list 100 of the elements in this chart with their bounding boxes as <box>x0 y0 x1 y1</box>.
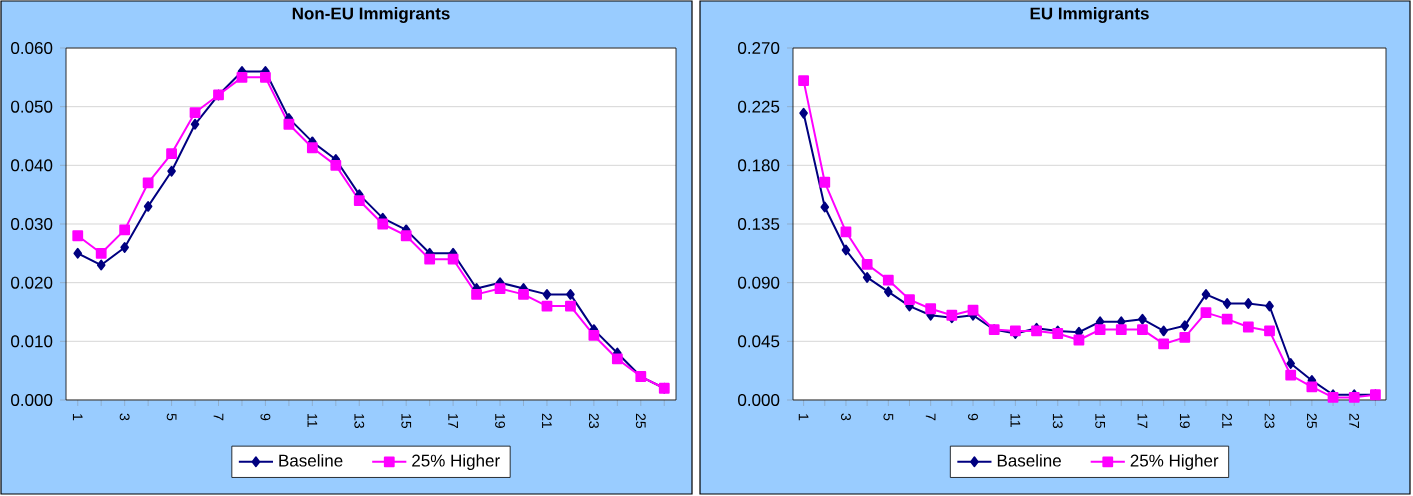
point <box>925 303 937 315</box>
point <box>236 71 248 83</box>
y-tick-label: 0.020 <box>11 276 53 289</box>
point <box>862 272 872 283</box>
x-tick-label: 23 <box>1264 413 1275 428</box>
point <box>1159 325 1168 337</box>
point <box>424 253 436 265</box>
x-tick-label: 3 <box>119 413 130 421</box>
point <box>565 300 576 312</box>
point <box>541 300 553 312</box>
point <box>1137 324 1148 335</box>
x-tick-label: 7 <box>925 413 936 421</box>
point <box>120 242 129 253</box>
legend-label: Baseline <box>997 454 1061 467</box>
x-tick-label: 21 <box>542 413 552 428</box>
point <box>283 118 295 130</box>
point <box>1115 324 1127 335</box>
point <box>1242 321 1254 333</box>
x-tick-label: 11 <box>307 414 318 427</box>
y-tick-label: 0.050 <box>11 100 53 113</box>
point <box>119 224 131 236</box>
point <box>142 177 154 189</box>
point <box>820 201 830 213</box>
point <box>518 288 529 300</box>
point <box>330 159 342 171</box>
y-tick-label: 0.090 <box>738 276 780 289</box>
y-tick-label: 0.000 <box>11 393 53 406</box>
x-tick-label: 13 <box>354 414 365 428</box>
x-tick-label: 13 <box>1052 414 1063 428</box>
point <box>1244 298 1253 309</box>
point <box>377 218 389 230</box>
y-tick-label: 0.045 <box>738 335 780 348</box>
point <box>306 142 318 154</box>
x-tick-label: 7 <box>213 413 224 421</box>
x-tick-label: 23 <box>588 413 599 428</box>
point <box>1094 324 1106 335</box>
point <box>400 230 412 242</box>
point <box>72 230 84 242</box>
point <box>353 195 365 206</box>
y-tick-label: 0.135 <box>738 217 780 230</box>
x-tick-label: 5 <box>166 413 177 421</box>
point <box>904 294 915 306</box>
x-tick-label: 17 <box>1137 414 1148 428</box>
point <box>260 71 271 83</box>
point <box>1265 300 1274 312</box>
point <box>1179 332 1191 343</box>
x-tick-label: 27 <box>1349 413 1360 428</box>
point <box>189 107 201 118</box>
legend-label: 25% Higher <box>412 454 500 470</box>
chart-title: Non-EU Immigrants <box>292 7 450 23</box>
y-tick-label: 0.030 <box>11 217 53 231</box>
x-tick-label: 11 <box>1010 414 1021 427</box>
point <box>884 286 893 298</box>
point <box>840 226 852 238</box>
point <box>861 259 873 270</box>
x-tick-label: 1 <box>798 414 809 421</box>
point <box>166 148 177 159</box>
point <box>611 353 623 365</box>
y-tick-label: 0.040 <box>11 159 53 172</box>
x-tick-label: 9 <box>968 413 978 421</box>
point <box>73 247 83 259</box>
legend-label: Baseline <box>279 454 343 467</box>
chart-title: EU Immigrants <box>1030 7 1149 23</box>
point <box>542 288 552 300</box>
legend-label: 25% Higher <box>1130 454 1219 470</box>
point <box>167 165 176 177</box>
x-tick-label: 9 <box>260 413 271 421</box>
x-tick-label: 5 <box>883 413 894 421</box>
x-tick-label: 21 <box>1222 413 1233 428</box>
point <box>1264 325 1275 337</box>
y-tick-label: 0.180 <box>738 159 780 172</box>
point <box>95 247 107 259</box>
point <box>566 288 575 300</box>
point <box>882 274 894 286</box>
x-tick-label: 19 <box>1179 414 1190 428</box>
point <box>494 283 506 294</box>
y-tick-label: 0.225 <box>738 100 780 113</box>
x-tick-label: 15 <box>401 414 412 429</box>
point <box>1285 369 1297 381</box>
point <box>1138 313 1147 325</box>
x-tick-label: 25 <box>635 413 646 429</box>
point <box>1221 313 1233 325</box>
point <box>1306 381 1318 393</box>
x-tick-label: 3 <box>841 413 851 421</box>
point <box>1201 288 1211 300</box>
x-tick-label: 19 <box>495 414 505 428</box>
y-tick-label: 0.000 <box>738 393 780 406</box>
y-tick-label: 0.060 <box>11 42 53 55</box>
point <box>799 107 808 119</box>
point <box>588 330 600 341</box>
point <box>1222 298 1232 309</box>
point <box>96 259 106 271</box>
point <box>819 176 831 188</box>
point <box>1180 320 1190 332</box>
point <box>841 244 851 256</box>
x-tick-label: 17 <box>448 414 458 428</box>
y-tick-label: 0.270 <box>738 41 780 54</box>
point <box>447 253 459 265</box>
point <box>190 118 200 130</box>
x-tick-label: 15 <box>1095 414 1105 429</box>
